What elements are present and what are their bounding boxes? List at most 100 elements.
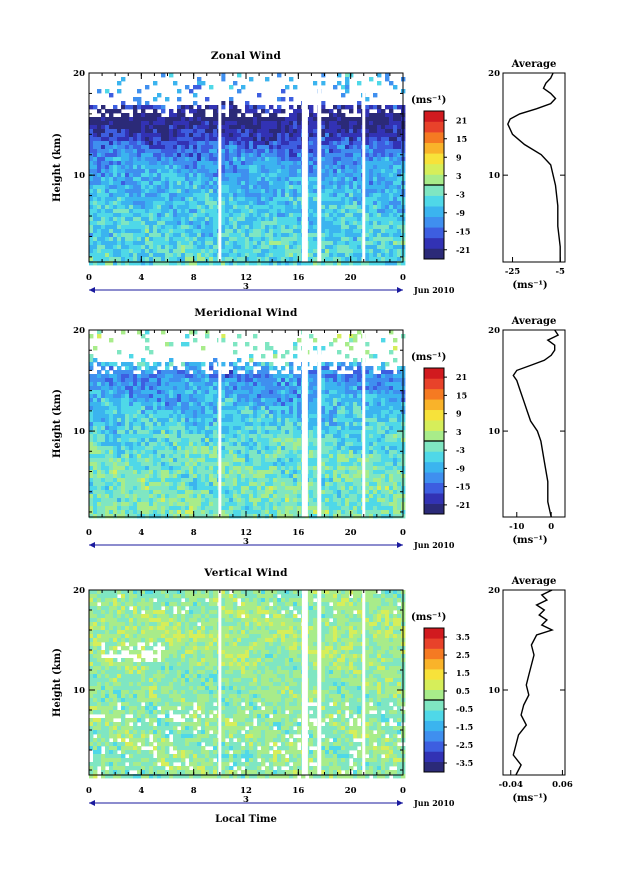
heatmap-cell	[345, 157, 350, 162]
heatmap-cell	[133, 414, 138, 419]
heatmap-cell	[113, 193, 118, 198]
heatmap-cell	[89, 201, 94, 206]
heatmap-cell	[269, 181, 274, 186]
heatmap-cell	[285, 153, 290, 158]
heatmap-cell	[125, 446, 130, 451]
heatmap-cell	[253, 237, 258, 242]
heatmap-cell	[181, 398, 186, 403]
heatmap-cell	[349, 149, 354, 154]
heatmap-cell	[321, 161, 326, 166]
heatmap-cell	[113, 394, 118, 399]
heatmap-cell	[325, 177, 330, 182]
heatmap-cell	[389, 229, 394, 234]
heatmap-cell	[237, 193, 242, 198]
heatmap-cell	[117, 137, 122, 142]
heatmap-cell	[137, 113, 142, 118]
heatmap-cell	[237, 145, 242, 150]
heatmap-cell	[193, 422, 198, 427]
heatmap-cell	[177, 374, 182, 379]
heatmap-cell	[289, 117, 294, 122]
heatmap-cell	[161, 261, 166, 266]
heatmap-cell	[169, 482, 174, 487]
heatmap-cell	[297, 261, 302, 266]
heatmap	[89, 330, 406, 519]
heatmap-cell	[293, 221, 298, 226]
heatmap-cell	[173, 510, 178, 515]
heatmap-cell	[313, 117, 318, 122]
heatmap-cell	[165, 410, 170, 415]
heatmap-cell	[117, 177, 122, 182]
heatmap-cell	[253, 386, 258, 391]
heatmap-cell	[173, 257, 178, 262]
heatmap-cell	[221, 245, 226, 250]
heatmap-cell	[101, 173, 106, 178]
heatmap-cell	[353, 261, 358, 266]
heatmap-cell	[157, 434, 162, 439]
heatmap-cell	[113, 378, 118, 383]
heatmap-cell	[261, 213, 266, 218]
heatmap-cell	[245, 434, 250, 439]
heatmap-cell	[241, 494, 246, 499]
heatmap-cell	[249, 161, 254, 166]
heatmap-cell	[193, 221, 198, 226]
heatmap-cell	[365, 253, 370, 258]
heatmap-cell	[169, 378, 174, 383]
heatmap-cell	[233, 386, 238, 391]
heatmap-cell	[193, 394, 198, 399]
heatmap-cell	[201, 382, 206, 387]
heatmap-cell	[113, 261, 118, 266]
heatmap-cell	[197, 117, 202, 122]
heatmap-cell	[397, 193, 402, 198]
heatmap-cell	[277, 149, 282, 154]
heatmap-cell	[169, 386, 174, 391]
heatmap-cell	[93, 209, 98, 214]
heatmap-cell	[241, 466, 246, 471]
heatmap-cell	[337, 129, 342, 134]
heatmap-cell	[329, 193, 334, 198]
heatmap-cell	[357, 225, 362, 230]
heatmap-cell	[333, 157, 338, 162]
heatmap-cell	[241, 145, 246, 150]
heatmap-cell	[101, 133, 106, 138]
heatmap-cell	[205, 470, 210, 475]
heatmap-cell	[257, 249, 262, 254]
heatmap-cell	[165, 261, 170, 266]
heatmap-cell	[229, 514, 234, 519]
heatmap-cell	[321, 133, 326, 138]
heatmap-cell	[305, 261, 310, 266]
heatmap-cell	[197, 165, 202, 170]
heatmap-cell	[173, 229, 178, 234]
heatmap-cell	[185, 342, 190, 347]
heatmap-cell	[89, 438, 94, 443]
heatmap-cell	[337, 161, 342, 166]
heatmap-cell	[277, 225, 282, 230]
heatmap-cell	[349, 177, 354, 182]
heatmap-cell	[381, 253, 386, 258]
heatmap-cell	[189, 434, 194, 439]
heatmap-cell	[193, 165, 198, 170]
heatmap-cell	[321, 209, 326, 214]
heatmap-cell	[225, 193, 230, 198]
heatmap-cell	[329, 213, 334, 218]
heatmap-cell	[377, 197, 382, 202]
heatmap-cell	[201, 113, 206, 118]
heatmap-cell	[325, 161, 330, 166]
heatmap-cell	[161, 241, 166, 246]
heatmap-cell	[249, 450, 254, 455]
heatmap-cell	[133, 253, 138, 258]
heatmap-cell	[201, 466, 206, 471]
heatmap-cell	[253, 374, 258, 379]
heatmap-cell	[173, 402, 178, 407]
heatmap-cell	[93, 197, 98, 202]
heatmap-cell	[185, 454, 190, 459]
heatmap-cell	[101, 510, 106, 515]
heatmap-cell	[193, 434, 198, 439]
heatmap-cell	[129, 193, 134, 198]
heatmap-cell	[165, 177, 170, 182]
heatmap-cell	[173, 157, 178, 162]
heatmap-cell	[221, 446, 226, 451]
heatmap-cell	[193, 446, 198, 451]
heatmap-cell	[193, 85, 198, 90]
heatmap-cell	[233, 181, 238, 186]
heatmap-cell	[397, 117, 402, 122]
